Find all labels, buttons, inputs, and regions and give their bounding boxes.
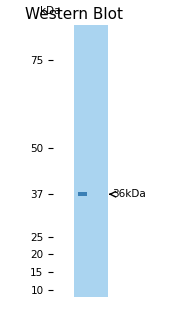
Text: 36kDa: 36kDa [112, 189, 146, 199]
Text: Western Blot: Western Blot [25, 7, 124, 22]
Text: kDa: kDa [40, 6, 60, 16]
Bar [78, 192, 87, 196]
Bar [74, 25, 108, 297]
